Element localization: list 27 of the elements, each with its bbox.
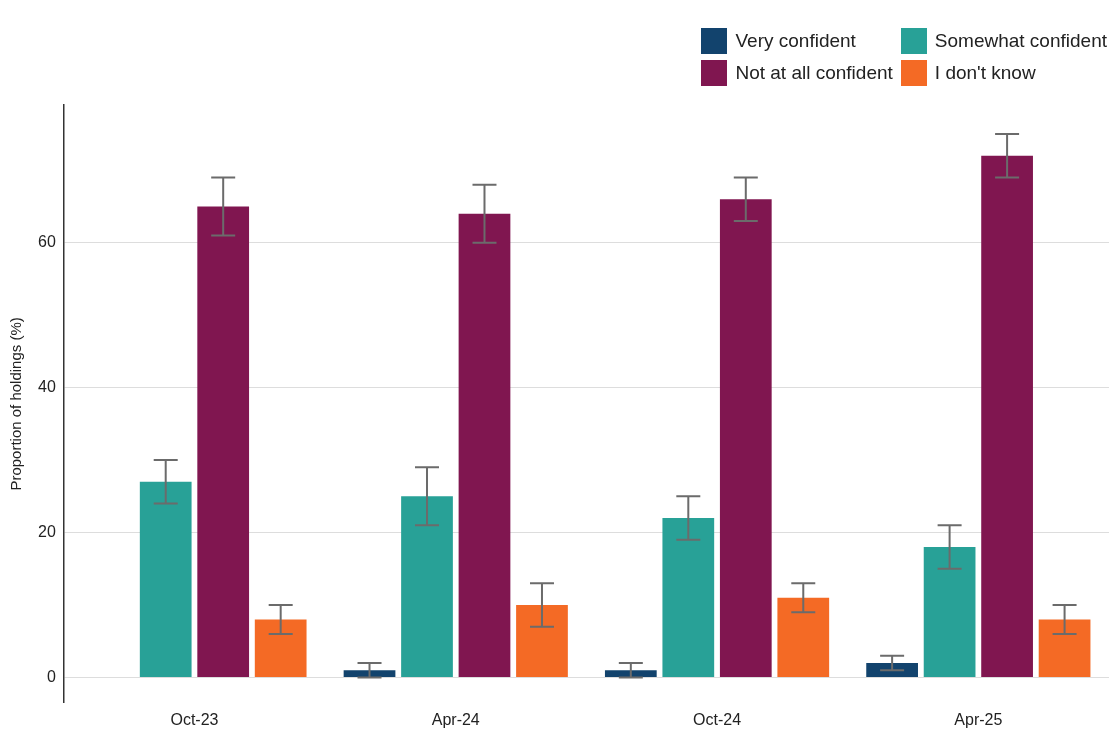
y-tick-label: 20 <box>38 522 56 540</box>
y-tick-label: 40 <box>38 378 56 395</box>
x-tick-label: Oct-23 <box>170 710 219 728</box>
legend-label: I don't know <box>934 62 1036 84</box>
legend-label: Somewhat confident <box>934 30 1107 52</box>
bar <box>719 199 772 677</box>
bar <box>401 496 453 677</box>
bar <box>139 481 192 677</box>
y-tick-label: 0 <box>46 667 56 685</box>
y-axis-title: Proportion of holdings (%) <box>7 317 25 491</box>
bar <box>197 206 250 677</box>
x-tick-label: Apr-24 <box>431 710 480 728</box>
bar <box>777 597 830 677</box>
bar <box>343 670 396 677</box>
y-tick-label: 60 <box>38 233 56 251</box>
x-tick-label: Oct-24 <box>693 710 742 728</box>
bar <box>981 155 1033 677</box>
legend-label: Not at all confident <box>735 62 893 84</box>
bar <box>923 547 976 677</box>
bar <box>866 662 918 677</box>
bar <box>1038 619 1091 677</box>
legend-label: Very confident <box>735 30 856 52</box>
bar <box>516 604 568 677</box>
bar <box>662 518 715 677</box>
bar <box>458 213 511 677</box>
x-tick-label: Apr-25 <box>954 710 1003 728</box>
bar <box>254 619 307 677</box>
